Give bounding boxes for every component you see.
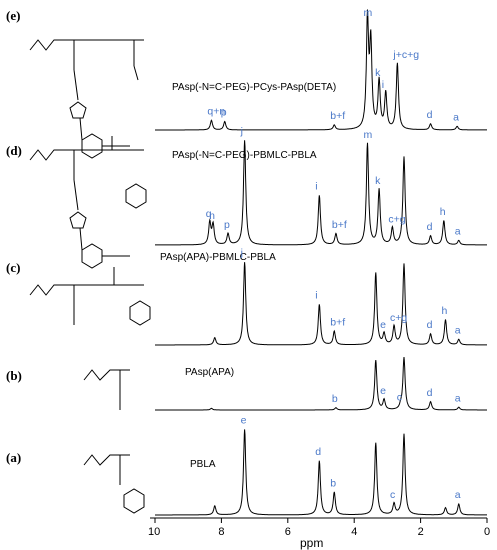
peak-label: c xyxy=(397,392,402,404)
peak-label: b xyxy=(332,393,338,405)
peak-label: i xyxy=(315,290,317,302)
peak-label: b xyxy=(330,478,336,490)
series-title-a: PBLA xyxy=(190,459,216,470)
peak-label: a xyxy=(453,111,459,123)
panel-label-c: (c) xyxy=(6,260,20,275)
x-axis: 10 8 6 4 2 0 xyxy=(148,517,490,538)
series-title-c: PAsp(APA)-PBMLC-PBLA xyxy=(160,252,276,263)
x-tick-label: 0 xyxy=(484,526,490,538)
x-tick-label: 8 xyxy=(218,526,224,538)
peak-label: p xyxy=(221,107,227,119)
peak-label: j xyxy=(240,126,243,138)
peak-label: e xyxy=(380,319,386,331)
x-tick-label: 10 xyxy=(148,526,160,538)
peak-label: k xyxy=(375,67,381,79)
panel-label-d: (d) xyxy=(6,143,22,158)
peak-label: c+g xyxy=(390,312,407,324)
peak-label: n xyxy=(209,210,215,222)
peak-label: d xyxy=(427,109,433,121)
spectrum-line-b xyxy=(155,357,487,411)
peak-label: e xyxy=(380,385,386,397)
peak-label: m xyxy=(364,129,373,141)
peak-label: d xyxy=(315,446,321,458)
panel-label-a: (a) xyxy=(6,450,21,465)
panel-label-b: (b) xyxy=(6,368,22,383)
peak-label: p xyxy=(224,219,230,231)
structure-c xyxy=(29,267,151,326)
peak-label: h xyxy=(440,206,446,218)
peak-label: a xyxy=(455,489,461,501)
spectrum-line-a xyxy=(155,429,487,516)
peak-label: k xyxy=(375,175,381,187)
peak-label: b+f xyxy=(330,317,345,329)
structure-a xyxy=(83,454,145,514)
peak-label: d xyxy=(427,387,433,399)
spectrum-line-d xyxy=(155,140,487,246)
peak-label: b+f xyxy=(330,110,345,122)
peak-label: h xyxy=(442,305,448,317)
peak-label: a xyxy=(455,226,461,238)
spectrum-line-e xyxy=(155,9,487,131)
peak-label: m xyxy=(364,7,373,19)
series-title-b: PAsp(APA) xyxy=(185,367,234,378)
x-axis-title: ppm xyxy=(300,536,323,550)
peak-label: q xyxy=(206,208,212,220)
x-tick-label: 2 xyxy=(418,526,424,538)
structure-e xyxy=(29,39,144,159)
peak-label: a xyxy=(455,325,461,337)
spectra-group xyxy=(155,9,487,516)
peak-label: j xyxy=(240,247,243,259)
peak-label: q+n xyxy=(207,105,225,117)
peak-label: a xyxy=(455,392,461,404)
peak-label: d xyxy=(427,319,433,331)
structure-d xyxy=(29,136,147,269)
peak-label: i xyxy=(315,181,317,193)
series-title-e: PAsp(-N=C-PEG)-PCys-PAsp(DETA) xyxy=(172,82,336,93)
peak-label: c+g xyxy=(388,214,405,226)
structures-group xyxy=(29,39,151,514)
peak-label: c xyxy=(390,489,395,501)
peak-label: j+c+g xyxy=(392,49,419,61)
structure-b xyxy=(83,369,130,410)
peak-label: i xyxy=(382,79,384,91)
x-tick-label: 4 xyxy=(351,526,357,538)
panel-label-e: (e) xyxy=(6,8,20,23)
peak-label: b+f xyxy=(332,219,347,231)
x-tick-label: 6 xyxy=(285,526,291,538)
peak-label: e xyxy=(241,415,247,427)
spectrum-line-c xyxy=(155,262,487,346)
peak-label: d xyxy=(427,221,433,233)
